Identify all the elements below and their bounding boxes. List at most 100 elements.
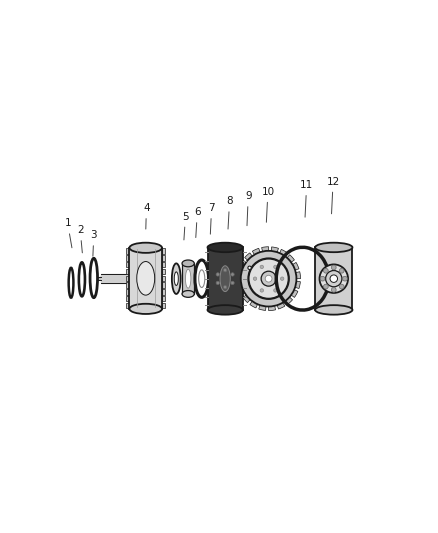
- Circle shape: [324, 284, 328, 289]
- Circle shape: [249, 259, 288, 298]
- Wedge shape: [296, 272, 300, 279]
- Ellipse shape: [185, 269, 191, 288]
- Text: 11: 11: [300, 180, 313, 217]
- Text: 6: 6: [194, 207, 201, 238]
- Text: 2: 2: [77, 225, 84, 253]
- Bar: [162, 255, 166, 261]
- Wedge shape: [261, 247, 268, 252]
- Bar: [182, 263, 194, 294]
- Circle shape: [265, 275, 272, 282]
- Bar: [162, 303, 166, 308]
- Wedge shape: [250, 301, 258, 308]
- Bar: [126, 289, 130, 295]
- Wedge shape: [237, 279, 242, 286]
- Ellipse shape: [172, 263, 181, 294]
- Wedge shape: [238, 287, 245, 295]
- Bar: [126, 255, 130, 261]
- Polygon shape: [97, 277, 101, 280]
- Bar: [162, 269, 166, 274]
- Text: 1: 1: [64, 219, 72, 248]
- Circle shape: [332, 287, 336, 292]
- Wedge shape: [271, 247, 279, 253]
- Circle shape: [274, 265, 277, 269]
- Bar: [162, 276, 166, 281]
- Circle shape: [332, 265, 336, 270]
- Wedge shape: [239, 260, 246, 268]
- Wedge shape: [279, 249, 287, 256]
- Circle shape: [330, 275, 338, 282]
- Wedge shape: [259, 305, 266, 310]
- Bar: [162, 262, 166, 268]
- Ellipse shape: [195, 260, 208, 297]
- Text: 8: 8: [226, 196, 233, 229]
- Wedge shape: [285, 297, 293, 304]
- Circle shape: [223, 286, 227, 289]
- Circle shape: [274, 289, 277, 292]
- Ellipse shape: [208, 305, 243, 314]
- Bar: [130, 248, 162, 309]
- Bar: [208, 247, 243, 310]
- Text: 7: 7: [208, 203, 215, 234]
- Wedge shape: [245, 253, 252, 261]
- Ellipse shape: [208, 243, 243, 252]
- Circle shape: [260, 289, 264, 292]
- Wedge shape: [252, 248, 260, 255]
- Ellipse shape: [220, 266, 230, 292]
- Ellipse shape: [137, 262, 155, 295]
- Bar: [162, 282, 166, 288]
- Bar: [126, 262, 130, 268]
- Text: 4: 4: [143, 203, 150, 229]
- Ellipse shape: [130, 304, 162, 314]
- Circle shape: [343, 276, 347, 281]
- Circle shape: [319, 264, 348, 293]
- Circle shape: [320, 276, 325, 281]
- Bar: [126, 296, 130, 302]
- Bar: [315, 247, 353, 310]
- Circle shape: [223, 269, 227, 272]
- Circle shape: [339, 284, 344, 289]
- Bar: [126, 303, 130, 308]
- Ellipse shape: [245, 269, 251, 289]
- Wedge shape: [241, 251, 297, 306]
- Circle shape: [280, 277, 284, 280]
- Text: 9: 9: [245, 191, 251, 225]
- Wedge shape: [295, 281, 300, 288]
- Bar: [162, 248, 166, 254]
- Wedge shape: [243, 295, 251, 303]
- Circle shape: [248, 266, 251, 270]
- Ellipse shape: [90, 259, 98, 297]
- Text: 3: 3: [91, 230, 97, 256]
- Ellipse shape: [315, 305, 353, 314]
- Bar: [162, 296, 166, 302]
- Circle shape: [260, 265, 264, 269]
- Circle shape: [325, 271, 342, 287]
- Circle shape: [253, 277, 257, 280]
- Ellipse shape: [69, 268, 74, 297]
- Circle shape: [216, 281, 219, 285]
- Circle shape: [231, 273, 234, 276]
- Text: 12: 12: [326, 176, 340, 214]
- Ellipse shape: [315, 243, 353, 252]
- Bar: [126, 269, 130, 274]
- Bar: [162, 289, 166, 295]
- Ellipse shape: [174, 272, 178, 286]
- Circle shape: [231, 281, 234, 285]
- Text: 5: 5: [182, 212, 189, 240]
- Bar: [126, 282, 130, 288]
- Ellipse shape: [79, 262, 85, 296]
- Wedge shape: [277, 302, 285, 309]
- Wedge shape: [291, 289, 298, 297]
- Wedge shape: [268, 305, 276, 311]
- Circle shape: [339, 269, 344, 273]
- Wedge shape: [237, 269, 243, 276]
- Text: 10: 10: [261, 187, 275, 222]
- Ellipse shape: [182, 290, 194, 297]
- Circle shape: [324, 269, 328, 273]
- Wedge shape: [292, 262, 299, 270]
- Wedge shape: [287, 255, 294, 263]
- Ellipse shape: [130, 243, 162, 253]
- Ellipse shape: [182, 260, 194, 267]
- Bar: [126, 276, 130, 281]
- Bar: [126, 248, 130, 254]
- Circle shape: [216, 273, 219, 276]
